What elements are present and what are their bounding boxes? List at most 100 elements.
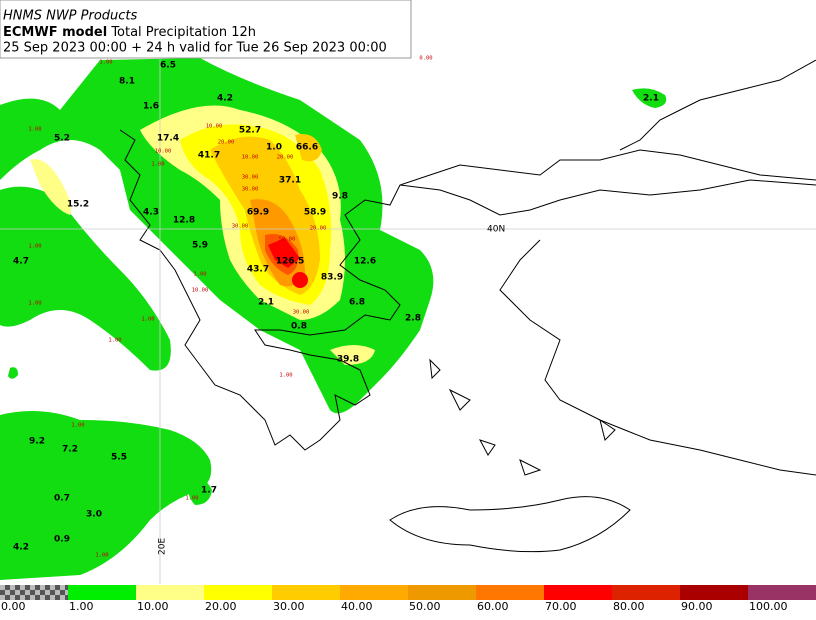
station-value: 4.2 [217,94,233,104]
station-value: 0.7 [54,494,70,504]
legend-label: 30.00 [273,600,305,613]
station-value: 1.0 [266,143,282,153]
legend-swatch [476,585,544,600]
contour-label: 1.00 [185,496,198,502]
legend-label: 100.00 [749,600,788,613]
header-model: ECMWF model [3,25,107,40]
station-value: 0.8 [291,322,307,332]
legend-label: 90.00 [681,600,713,613]
contour-label: 20.00 [277,155,294,161]
contour-label: 1.00 [99,60,112,66]
header-title: ECMWF model Total Precipitation 12h [3,25,256,40]
legend-swatch [408,585,476,600]
station-value: 12.6 [354,257,376,267]
contour-label: 30.00 [293,310,310,316]
contour-label: 30.00 [232,224,249,230]
station-value: 0.9 [54,535,70,545]
station-value: 4.7 [13,257,29,267]
station-value: 69.9 [247,208,269,218]
legend-swatch [544,585,612,600]
contour-label: 1.00 [28,301,41,307]
station-value: 6.5 [160,61,176,71]
station-value: 12.8 [173,216,195,226]
legend-swatch [0,585,68,600]
contour-label: 30.00 [242,175,259,181]
legend-swatch [204,585,272,600]
station-values: 8.1 6.5 1.6 4.2 52.7 17.4 5.2 41.7 1.0 66.6 37.1 15… [13,61,659,553]
legend-swatch [272,585,340,600]
header-box [0,0,412,59]
station-value: 66.6 [296,143,318,153]
legend-swatch [748,585,816,600]
contour-label: 1.00 [193,272,206,278]
contour-label: 10.00 [242,155,259,161]
station-value: 4.2 [13,543,29,553]
station-value: 41.7 [198,151,220,161]
legend-swatch [680,585,748,600]
contour-label: 10.00 [206,124,223,130]
legend-label: 0.00 [1,600,26,613]
legend-label: 60.00 [477,600,509,613]
station-value: 7.2 [62,445,78,455]
legend-label: 70.00 [545,600,577,613]
contour-label: 1.00 [28,244,41,250]
station-value: 1.7 [201,486,217,496]
coastlines [119,59,816,553]
station-value: 4.3 [143,208,159,218]
contour-label: 1.00 [95,553,108,559]
station-value: 1.6 [143,102,159,112]
contour-label: 1.00 [28,127,41,133]
contour-labels: 1.000.001.001.001.001.001.001.001.001.00… [28,56,432,559]
station-value: 39.8 [337,355,359,365]
contour-label: 1.00 [151,162,164,168]
station-value: 2.1 [258,298,274,308]
legend: 0.00 1.00 10.00 20.00 30.00 40.00 50.00 60.00 70… [1,585,816,613]
station-value: 15.2 [67,200,89,210]
station-value: 83.9 [321,273,343,283]
header-valid: 25 Sep 2023 00:00 + 24 h valid for Tue 2… [3,41,387,56]
station-value: 43.7 [247,265,269,275]
station-value: 126.5 [276,257,304,267]
contour-label: 0.00 [419,56,432,62]
station-value: 37.1 [279,176,301,186]
station-value: 6.8 [349,298,365,308]
station-value: 8.1 [119,77,135,87]
legend-label: 80.00 [613,600,645,613]
legend-swatch [136,585,204,600]
contour-label: 1.00 [71,423,84,429]
station-value: 5.9 [192,241,208,251]
station-value: 9.2 [29,437,45,447]
contour-label: 20.00 [218,140,235,146]
contour-label: 10.00 [155,149,172,155]
station-value: 9.8 [332,192,348,202]
lon-label: 20E [158,538,168,555]
station-value: 2.1 [643,94,659,104]
legend-label: 20.00 [205,600,237,613]
station-value: 2.8 [405,314,421,324]
station-value: 52.7 [239,126,261,136]
legend-swatch [68,585,136,600]
contour-label: 1.00 [279,373,292,379]
station-value: 5.2 [54,134,70,144]
contour-label: 1.00 [108,338,121,344]
station-value: 5.5 [111,453,127,463]
contour-label: 20.00 [310,226,327,232]
station-value: 3.0 [86,510,102,520]
station-value: 58.9 [304,208,326,218]
legend-swatch [340,585,408,600]
legend-label: 40.00 [341,600,373,613]
legend-label: 1.00 [69,600,94,613]
contour-label: 10.00 [192,288,209,294]
legend-label: 50.00 [409,600,441,613]
lat-label: 40N [487,225,505,235]
legend-swatch [612,585,680,600]
legend-label: 10.00 [137,600,169,613]
station-value: 17.4 [157,134,179,144]
precip-fields [0,58,667,580]
header-field: Total Precipitation 12h [110,25,256,40]
contour-label: 30.00 [242,187,259,193]
header-source: HNMS NWP Products [3,9,138,24]
contour-label: 1.00 [141,317,154,323]
